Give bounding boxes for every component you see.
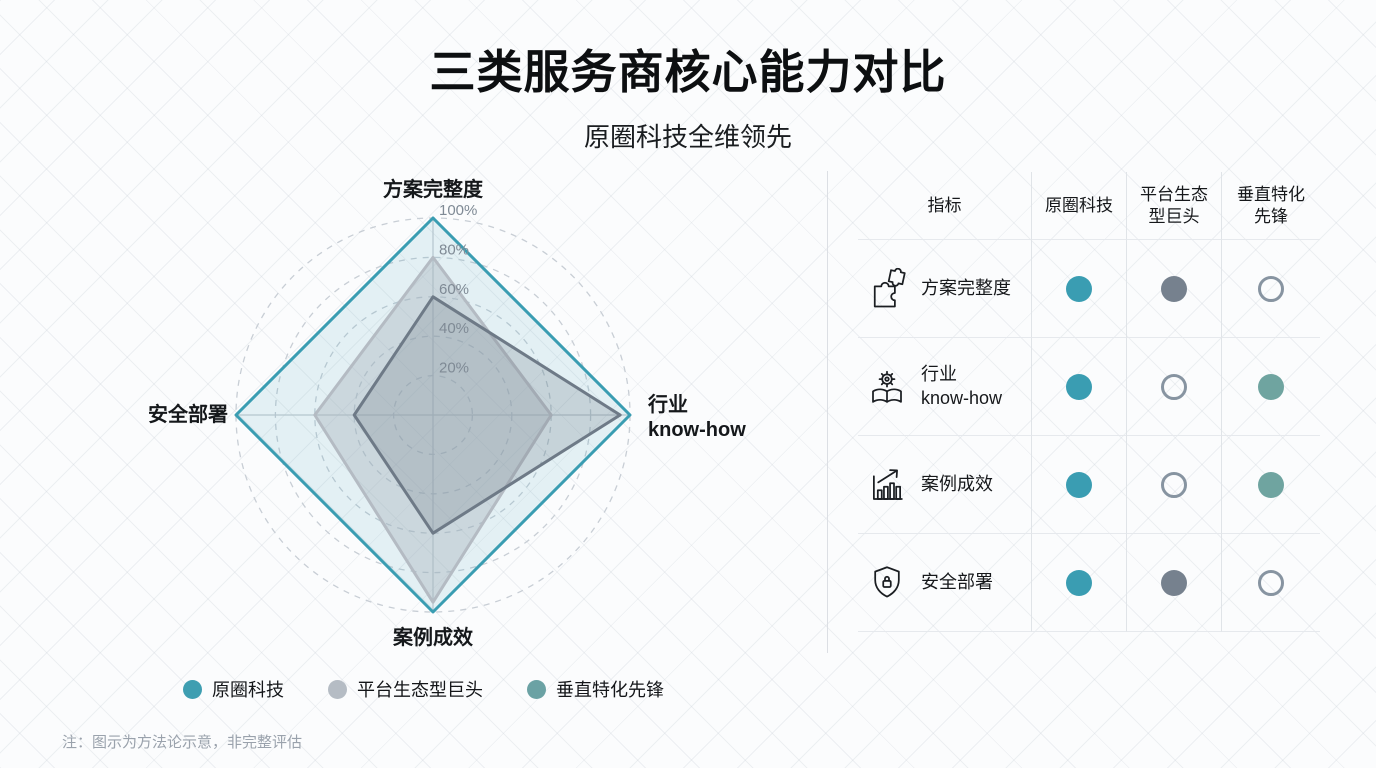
radar-series-1: [313, 255, 553, 604]
radar-ring-20: [392, 374, 474, 456]
legend-item: 垂直特化先锋: [527, 676, 664, 702]
rating-dot: [1258, 471, 1284, 498]
page-subtitle: 原圈科技全维领先: [583, 122, 792, 152]
page-title: 三类服务商核心能力对比: [429, 46, 947, 98]
radar-axis-label-0: 方案完整度: [383, 177, 484, 201]
rating-dot: [1066, 275, 1092, 302]
table-header-platform: 平台生态 型巨头: [1127, 172, 1222, 240]
metric-label: 安全部署: [921, 571, 993, 592]
legend-item: 原圈科技: [183, 676, 284, 702]
radar-tick-label: 60%: [439, 281, 469, 298]
rating-dot: [1066, 569, 1092, 596]
vertical-divider: [827, 171, 828, 653]
table-row-metric: 行业 know-how: [858, 338, 1032, 436]
comparison-table: 指标 原圈科技 平台生态 型巨头 垂直特化 先锋 方案完整度: [858, 172, 1320, 632]
table-cell: [1222, 240, 1320, 338]
table-cell: [1032, 534, 1127, 632]
metric-label: 案例成效: [921, 473, 993, 494]
legend-dot-icon: [328, 679, 347, 699]
radar-ring-100: [235, 217, 631, 613]
legend-dot-icon: [527, 679, 546, 699]
metric-label: 方案完整度: [921, 277, 1011, 298]
radar-tick-label: 20%: [439, 360, 469, 377]
header: 三类服务商核心能力对比 原圈科技全维领先: [0, 36, 1376, 154]
rating-dot: [1066, 471, 1092, 498]
table-row-metric: 案例成效: [858, 436, 1032, 534]
radar-axis-label-1: 行业 know-how: [647, 392, 746, 441]
radar-tick-label: 40%: [439, 320, 469, 337]
book-gear-icon: [872, 370, 902, 403]
legend-label: 平台生态型巨头: [357, 680, 483, 700]
table-cell: [1032, 436, 1127, 534]
legend: 原圈科技 平台生态型巨头 垂直特化先锋: [183, 676, 664, 702]
table-cell: [1127, 338, 1222, 436]
rating-dot: [1258, 275, 1284, 302]
table-cell: [1127, 436, 1222, 534]
legend-dot-icon: [183, 679, 202, 699]
rating-dot: [1258, 373, 1284, 400]
rating-dot: [1161, 373, 1187, 400]
radar-tick-label: 100%: [439, 202, 477, 219]
legend-item: 平台生态型巨头: [328, 676, 483, 702]
footnote: 注：图示为方法论示意，非完整评估: [62, 734, 303, 751]
chart-growth-icon: [873, 468, 903, 500]
table-row-metric: 方案完整度: [858, 240, 1032, 338]
radar-ring-60: [314, 296, 552, 534]
table-header-metric: 指标: [858, 172, 1032, 240]
metric-label: 行业 know-how: [921, 364, 1003, 408]
puzzle-icon: [873, 267, 906, 307]
rating-dot: [1066, 373, 1092, 400]
table-cell: [1222, 338, 1320, 436]
radar-ring-80: [274, 256, 592, 574]
rating-dot: [1161, 275, 1187, 302]
table-cell: [1222, 436, 1320, 534]
rating-dot: [1161, 569, 1187, 596]
rating-dot: [1161, 471, 1187, 498]
legend-label: 垂直特化先锋: [556, 680, 664, 700]
table-cell: [1222, 534, 1320, 632]
table-cell: [1127, 534, 1222, 632]
table-cell: [1127, 240, 1222, 338]
table-row-metric: 安全部署: [858, 534, 1032, 632]
table-cell: [1032, 240, 1127, 338]
radar-tick-label: 80%: [439, 241, 469, 258]
legend-label: 原圈科技: [212, 680, 284, 700]
table-header-vertical: 垂直特化 先锋: [1222, 172, 1320, 240]
table-cell: [1032, 338, 1127, 436]
radar-ring-40: [353, 335, 513, 495]
rating-dot: [1258, 569, 1284, 596]
radar-series-2: [352, 295, 622, 535]
radar-series-0: [234, 216, 632, 614]
radar-axis-label-3: 安全部署: [148, 402, 228, 426]
radar-axis-label-2: 案例成效: [392, 625, 473, 649]
table-header-yuanquan: 原圈科技: [1032, 172, 1127, 240]
shield-lock-icon: [874, 565, 900, 597]
